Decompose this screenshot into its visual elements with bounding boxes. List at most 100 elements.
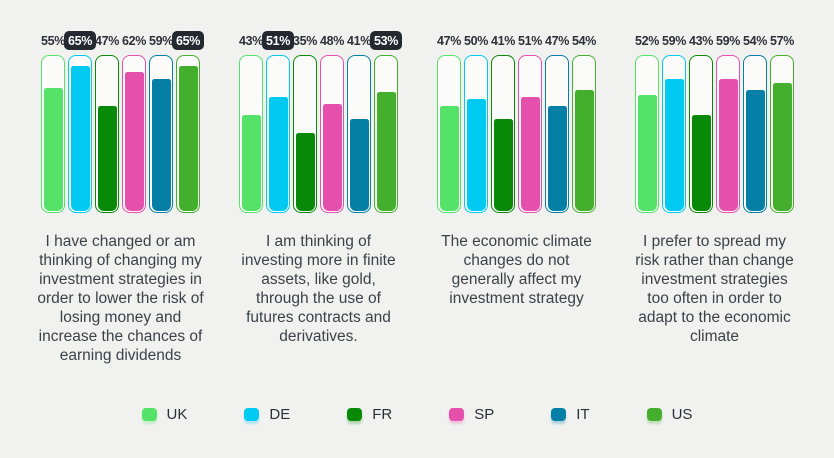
bar-column-fr: 41% (491, 31, 515, 213)
bar-column-it: 54% (743, 31, 767, 213)
bar-column-de: 59% (662, 31, 686, 213)
percent-label: 55% (40, 33, 66, 48)
legend-swatch (646, 408, 662, 421)
percent-label: 47% (436, 33, 462, 48)
percent-label: 54% (742, 33, 768, 48)
legend-label: SP (474, 406, 495, 423)
bar-fill (70, 65, 90, 211)
percent-label: 59% (715, 33, 741, 48)
bar-fill (322, 103, 342, 211)
legend-label: IT (576, 406, 590, 423)
bar-group-caption: The economic climate changes do not gene… (441, 233, 592, 307)
bar-tube (293, 55, 317, 213)
bar-group-caption: I have changed or am thinking of changin… (37, 233, 204, 364)
percent-label-cell: 35% (293, 31, 317, 50)
percent-label-cell: 57% (770, 31, 794, 50)
percent-label-cell: 43% (239, 31, 263, 50)
bar-fill (349, 119, 369, 211)
bar-tube (770, 55, 794, 213)
percent-label: 41% (490, 33, 516, 48)
bar-fill (466, 99, 486, 211)
bar-column-it: 59% (149, 31, 173, 213)
bar-fill (97, 105, 117, 211)
bar-fill (637, 94, 657, 211)
bar-group-caption: I am thinking of investing more in finit… (241, 233, 396, 345)
bar-tube (95, 55, 119, 213)
percent-label-highlighted: 53% (370, 31, 402, 50)
bar-tube (662, 55, 686, 213)
bar-tube (176, 55, 200, 213)
bar-group: 52% 59% 43% 59% 54% 57% I prefer to spread my … (631, 31, 798, 365)
percent-label: 54% (571, 33, 597, 48)
bar-column-sp: 62% (122, 31, 146, 213)
bar-fill (718, 79, 738, 211)
bar-tube (437, 55, 461, 213)
bar-fill (493, 119, 513, 211)
bar-column-uk: 47% (437, 31, 461, 213)
bar-fill (547, 105, 567, 211)
percent-label-cell: 51% (518, 31, 542, 50)
legend-item-sp: SP (449, 406, 494, 423)
bar-tube (41, 55, 65, 213)
bar-column-uk: 55% (41, 31, 65, 213)
legend-item-us: US (646, 406, 693, 423)
bar-tube (320, 55, 344, 213)
bar-column-it: 41% (347, 31, 371, 213)
legend-swatch (449, 408, 465, 421)
bar-column-fr: 35% (293, 31, 317, 213)
chart-legend: UK DE FR SP IT US (0, 406, 834, 423)
bar-tube (149, 55, 173, 213)
percent-label-cell: 47% (545, 31, 569, 50)
percent-label-cell: 59% (149, 31, 173, 50)
percent-label-cell: 62% (122, 31, 146, 50)
legend-label: UK (166, 406, 188, 423)
percent-label-cell: 52% (635, 31, 659, 50)
percent-label: 59% (148, 33, 174, 48)
bar-row: 52% 59% 43% 59% 54% 57% (631, 31, 798, 213)
percent-label-cell: 55% (41, 31, 65, 50)
legend-swatch (551, 408, 567, 421)
bar-fill (376, 92, 396, 211)
bar-fill (268, 96, 288, 211)
percent-label: 41% (346, 33, 372, 48)
bar-fill (574, 90, 594, 211)
percent-label-cell: 48% (320, 31, 344, 50)
bar-fill (124, 72, 144, 211)
percent-label: 52% (634, 33, 660, 48)
legend-swatch (244, 408, 260, 421)
bar-tube (347, 55, 371, 213)
bar-tube (68, 55, 92, 213)
bar-column-us: 53% (370, 31, 402, 213)
percent-label-cell: 59% (662, 31, 686, 50)
bar-fill (151, 79, 171, 211)
bar-fill (241, 114, 261, 211)
percent-label-cell: 43% (689, 31, 713, 50)
bar-column-sp: 51% (518, 31, 542, 213)
legend-label: US (671, 406, 693, 423)
percent-label: 62% (121, 33, 147, 48)
percent-label-cell: 41% (347, 31, 371, 50)
bar-tube (743, 55, 767, 213)
bar-column-us: 65% (172, 31, 204, 213)
percent-label-cell: 65% (64, 31, 96, 50)
percent-label-cell: 47% (95, 31, 119, 50)
bar-column-us: 54% (572, 31, 596, 213)
bar-tube (122, 55, 146, 213)
legend-swatch (141, 408, 157, 421)
bar-fill (178, 65, 198, 211)
percent-label-cell: 54% (743, 31, 767, 50)
bar-column-uk: 43% (239, 31, 263, 213)
percent-label: 35% (292, 33, 318, 48)
percent-label-highlighted: 51% (262, 31, 294, 50)
bar-tube (239, 55, 263, 213)
bar-tube (266, 55, 290, 213)
bar-fill (295, 132, 315, 211)
percent-label-cell: 47% (437, 31, 461, 50)
bar-tube (716, 55, 740, 213)
percent-label-cell: 59% (716, 31, 740, 50)
percent-label-cell: 53% (370, 31, 402, 50)
percent-label: 51% (517, 33, 543, 48)
bar-tube (374, 55, 398, 213)
legend-item-it: IT (551, 406, 590, 423)
legend-label: FR (372, 406, 393, 423)
